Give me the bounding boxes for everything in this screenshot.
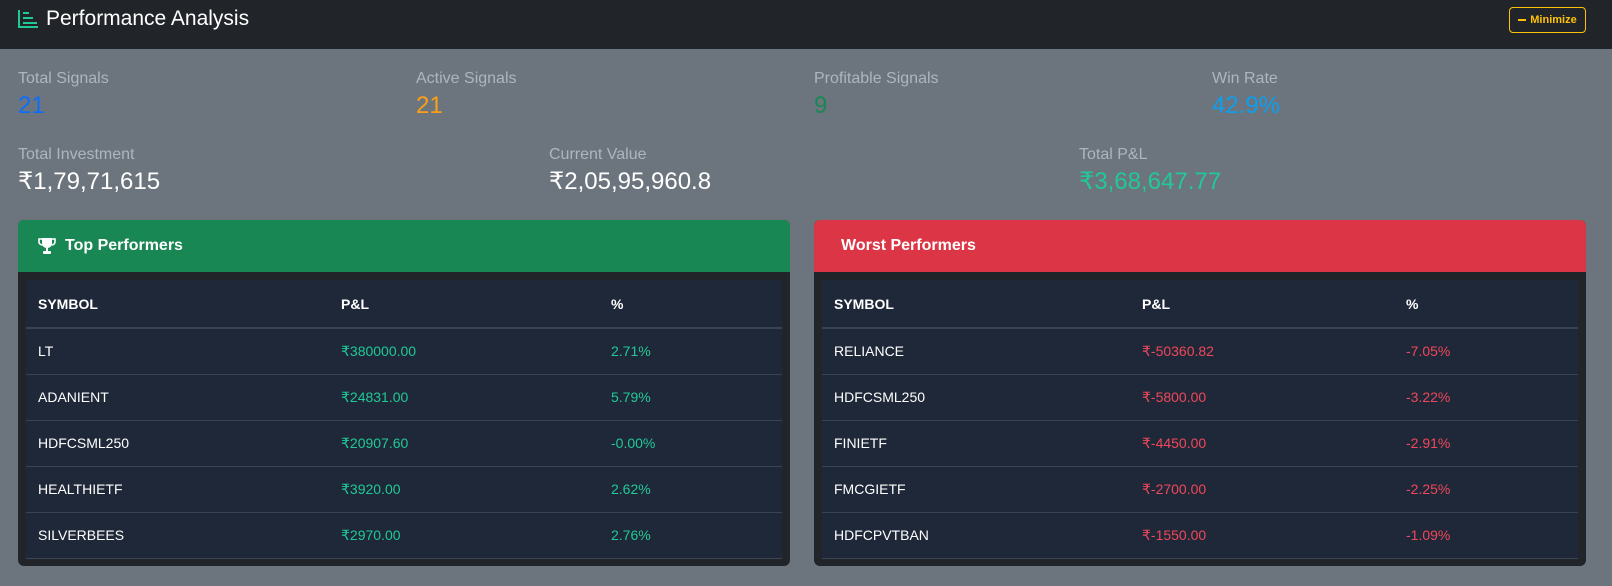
stat-label: Profitable Signals (814, 70, 939, 87)
minimize-button[interactable]: Minimize (1509, 7, 1586, 33)
pnl-cell: ₹-1550.00 (1130, 512, 1394, 559)
symbol-cell: FINIETF (822, 420, 1130, 467)
table-row: SILVERBEES ₹2970.00 2.76% (26, 512, 782, 559)
stat-value: ₹2,05,95,960.8 (549, 168, 712, 195)
table-row: HEALTHIETF ₹3920.00 2.62% (26, 466, 782, 513)
stat-value: 9 (814, 92, 828, 119)
column-header-percent: % (599, 280, 782, 329)
worst-performers-title: Worst Performers (841, 237, 976, 254)
pnl-cell: ₹-2700.00 (1130, 466, 1394, 513)
pnl-cell: ₹3920.00 (329, 466, 599, 513)
top-performers-header: Top Performers (18, 220, 790, 272)
minimize-label: Minimize (1530, 14, 1577, 26)
stat-value: ₹1,79,71,615 (18, 168, 161, 195)
stat-current-value: Current Value ₹2,05,95,960.8 (549, 146, 711, 196)
dash-icon (1518, 19, 1527, 21)
percent-cell: 2.71% (599, 328, 782, 375)
table-row: RELIANCE ₹-50360.82 -7.05% (822, 328, 1578, 375)
stat-profitable-signals: Profitable Signals 9 (814, 70, 939, 120)
symbol-cell: HEALTHIETF (26, 466, 329, 513)
percent-cell: -2.91% (1394, 420, 1578, 467)
symbol-cell: SILVERBEES (26, 512, 329, 559)
top-performers-table: SYMBOL P&L % LT ₹380000.00 2.71% ADANIEN… (26, 280, 782, 559)
stat-label: Total Investment (18, 146, 135, 163)
stat-win-rate: Win Rate 42.9% (1212, 70, 1280, 120)
table-row: LT ₹380000.00 2.71% (26, 328, 782, 375)
table-row: ADANIENT ₹24831.00 5.79% (26, 374, 782, 421)
symbol-cell: HDFCPVTBAN (822, 512, 1130, 559)
stat-label: Total Signals (18, 70, 109, 87)
percent-cell: -7.05% (1394, 328, 1578, 375)
percent-cell: -3.22% (1394, 374, 1578, 421)
table-row: FMCGIETF ₹-2700.00 -2.25% (822, 466, 1578, 513)
panel-header: Performance Analysis Minimize (0, 0, 1612, 49)
stat-value: 21 (416, 92, 443, 119)
pnl-cell: ₹20907.60 (329, 420, 599, 467)
table-row: HDFCSML250 ₹-5800.00 -3.22% (822, 374, 1578, 421)
symbol-cell: ADANIENT (26, 374, 329, 421)
bar-chart-icon (18, 10, 38, 28)
symbol-cell: FMCGIETF (822, 466, 1130, 513)
stat-total-signals: Total Signals 21 (18, 70, 109, 120)
worst-performers-table: SYMBOL P&L % RELIANCE ₹-50360.82 -7.05% … (822, 280, 1578, 559)
table-header-row: SYMBOL P&L % (26, 280, 782, 329)
column-header-percent: % (1394, 280, 1578, 329)
symbol-cell: LT (26, 328, 329, 375)
worst-performers-panel: Worst Performers SYMBOL P&L % RELIANCE ₹… (814, 220, 1586, 566)
trophy-icon (38, 238, 56, 254)
stat-value: ₹3,68,647.77 (1079, 168, 1222, 195)
pnl-cell: ₹24831.00 (329, 374, 599, 421)
stat-label: Win Rate (1212, 70, 1278, 87)
stat-value: 42.9% (1212, 92, 1281, 119)
stat-total-pnl: Total P&L ₹3,68,647.77 (1079, 146, 1221, 196)
top-performers-panel: Top Performers SYMBOL P&L % LT ₹380000.0… (18, 220, 790, 566)
stat-label: Current Value (549, 146, 647, 163)
percent-cell: 2.76% (599, 512, 782, 559)
stat-value: 21 (18, 92, 45, 119)
symbol-cell: RELIANCE (822, 328, 1130, 375)
percent-cell: -2.25% (1394, 466, 1578, 513)
pnl-cell: ₹-50360.82 (1130, 328, 1394, 375)
stat-label: Active Signals (416, 70, 517, 87)
table-row: HDFCSML250 ₹20907.60 -0.00% (26, 420, 782, 467)
column-header-symbol: SYMBOL (26, 280, 329, 329)
symbol-cell: HDFCSML250 (822, 374, 1130, 421)
percent-cell: 5.79% (599, 374, 782, 421)
column-header-pnl: P&L (329, 280, 599, 329)
pnl-cell: ₹-5800.00 (1130, 374, 1394, 421)
stat-active-signals: Active Signals 21 (416, 70, 517, 120)
pnl-cell: ₹380000.00 (329, 328, 599, 375)
worst-performers-header: Worst Performers (814, 220, 1586, 272)
stat-label: Total P&L (1079, 146, 1148, 163)
pnl-cell: ₹-4450.00 (1130, 420, 1394, 467)
stat-total-investment: Total Investment ₹1,79,71,615 (18, 146, 160, 196)
page-title: Performance Analysis (46, 7, 250, 30)
percent-cell: -1.09% (1394, 512, 1578, 559)
percent-cell: 2.62% (599, 466, 782, 513)
column-header-pnl: P&L (1130, 280, 1394, 329)
percent-cell: -0.00% (599, 420, 782, 467)
pnl-cell: ₹2970.00 (329, 512, 599, 559)
top-performers-title: Top Performers (65, 237, 183, 254)
table-header-row: SYMBOL P&L % (822, 280, 1578, 329)
table-row: HDFCPVTBAN ₹-1550.00 -1.09% (822, 512, 1578, 559)
table-row: FINIETF ₹-4450.00 -2.91% (822, 420, 1578, 467)
column-header-symbol: SYMBOL (822, 280, 1130, 329)
symbol-cell: HDFCSML250 (26, 420, 329, 467)
